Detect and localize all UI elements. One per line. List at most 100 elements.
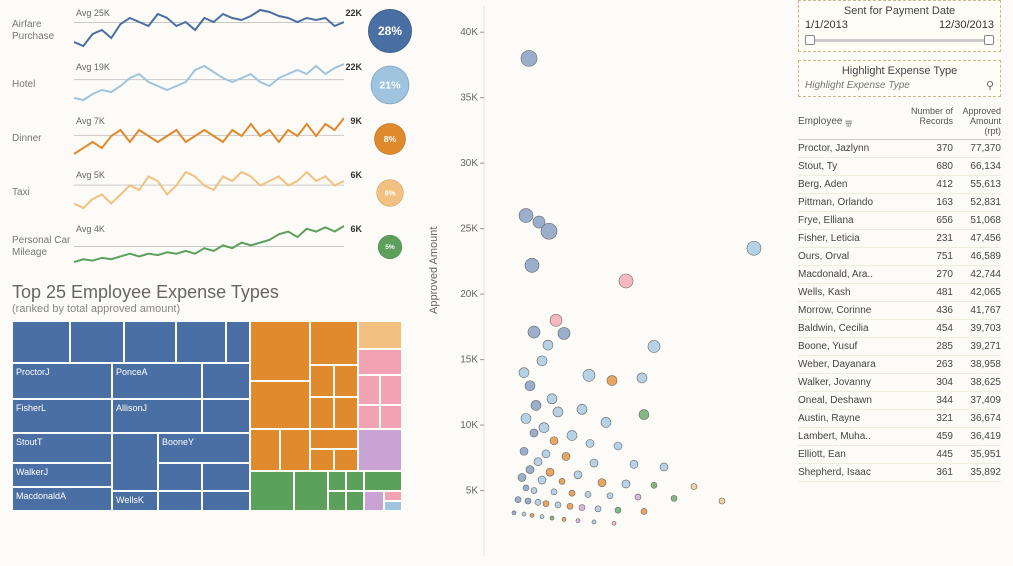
treemap-cell[interactable] [226, 321, 250, 363]
scatter-point[interactable] [595, 506, 601, 512]
treemap-cell[interactable] [202, 463, 250, 491]
spark-row[interactable]: Airfare PurchaseAvg 25K22K28% [12, 4, 412, 58]
scatter-point[interactable] [641, 508, 647, 514]
scatter-point[interactable] [592, 520, 596, 524]
scatter-point[interactable] [569, 490, 575, 496]
scatter-point[interactable] [567, 503, 573, 509]
scatter-point[interactable] [521, 50, 537, 66]
scatter-point[interactable] [518, 473, 526, 481]
treemap-cell[interactable] [358, 429, 402, 471]
treemap-cell[interactable] [346, 471, 364, 491]
table-row[interactable]: Austin, Rayne32136,674 [798, 410, 1001, 428]
treemap-cell[interactable] [334, 449, 358, 471]
scatter-point[interactable] [531, 488, 537, 494]
scatter-point[interactable] [546, 468, 554, 476]
treemap-cell[interactable] [70, 321, 124, 363]
table-row[interactable]: Weber, Dayanara26338,958 [798, 356, 1001, 374]
scatter-point[interactable] [651, 482, 657, 488]
scatter-point[interactable] [551, 489, 557, 495]
scatter-point[interactable] [525, 381, 535, 391]
treemap-cell[interactable] [334, 365, 358, 397]
scatter-point[interactable] [522, 512, 526, 516]
scatter-point[interactable] [539, 423, 549, 433]
table-row[interactable]: Pittman, Orlando16352,831 [798, 194, 1001, 212]
scatter-point[interactable] [635, 494, 641, 500]
scatter-point[interactable] [579, 505, 585, 511]
treemap-cell[interactable] [12, 321, 70, 363]
scatter-point[interactable] [607, 493, 613, 499]
scatter-point[interactable] [639, 410, 649, 420]
scatter-point[interactable] [550, 314, 562, 326]
scatter-point[interactable] [530, 429, 538, 437]
treemap-cell[interactable] [158, 463, 202, 491]
scatter-point[interactable] [558, 327, 570, 339]
scatter-point[interactable] [542, 450, 550, 458]
spark-row[interactable]: DinnerAvg 7K9K8% [12, 112, 412, 166]
scatter-point[interactable] [691, 484, 697, 490]
scatter-point[interactable] [747, 241, 761, 255]
treemap-cell[interactable] [176, 321, 226, 363]
spark-row[interactable]: HotelAvg 19K22K21% [12, 58, 412, 112]
scatter-point[interactable] [585, 491, 591, 497]
treemap-cell[interactable] [364, 491, 384, 511]
scatter-point[interactable] [619, 274, 633, 288]
treemap-cell[interactable] [358, 349, 402, 375]
scatter-point[interactable] [562, 517, 566, 521]
scatter-point[interactable] [534, 458, 542, 466]
scatter-point[interactable] [535, 499, 541, 505]
scatter-point[interactable] [622, 480, 630, 488]
treemap-cell[interactable] [384, 491, 402, 501]
table-row[interactable]: Shepherd, Isaac36135,892 [798, 464, 1001, 482]
treemap[interactable]: ProctorJPonceAFisherLAllisonJStoutTBoone… [12, 321, 402, 511]
scatter-point[interactable] [648, 340, 660, 352]
treemap-cell[interactable] [384, 501, 402, 511]
treemap-cell[interactable]: StoutT [12, 433, 112, 463]
scatter-point[interactable] [530, 513, 534, 517]
scatter-point[interactable] [520, 447, 528, 455]
scatter-point[interactable] [537, 356, 547, 366]
table-row[interactable]: Morrow, Corinne43641,767 [798, 302, 1001, 320]
treemap-cell[interactable]: AllisonJ [112, 399, 202, 433]
treemap-cell[interactable] [328, 471, 346, 491]
scatter-point[interactable] [562, 452, 570, 460]
treemap-cell[interactable]: BooneY [158, 433, 250, 463]
table-row[interactable]: Berg, Aden41255,613 [798, 176, 1001, 194]
scatter-point[interactable] [559, 478, 565, 484]
scatter-point[interactable] [598, 479, 606, 487]
scatter-point[interactable] [601, 417, 611, 427]
scatter-point[interactable] [671, 495, 677, 501]
table-row[interactable]: Proctor, Jazlynn37077,370 [798, 140, 1001, 158]
treemap-cell[interactable] [346, 491, 364, 511]
scatter-point[interactable] [614, 442, 622, 450]
treemap-cell[interactable] [202, 491, 250, 511]
treemap-cell[interactable] [380, 405, 402, 429]
search-icon[interactable]: ⚲ [986, 79, 994, 92]
scatter-point[interactable] [531, 400, 541, 410]
scatter-point[interactable] [607, 376, 617, 386]
treemap-cell[interactable] [158, 491, 202, 511]
treemap-cell[interactable]: WalkerJ [12, 463, 112, 487]
scatter-point[interactable] [576, 519, 580, 523]
scatter-point[interactable] [590, 459, 598, 467]
treemap-cell[interactable] [112, 433, 158, 491]
table-row[interactable]: Oneal, Deshawn34437,409 [798, 392, 1001, 410]
table-row[interactable]: Lambert, Muha..45936,419 [798, 428, 1001, 446]
table-row[interactable]: Fisher, Leticia23147,456 [798, 230, 1001, 248]
table-row[interactable]: Wells, Kash48142,065 [798, 284, 1001, 302]
scatter-point[interactable] [543, 340, 553, 350]
treemap-cell[interactable] [250, 429, 280, 471]
treemap-cell[interactable] [202, 399, 250, 433]
highlight-input[interactable] [805, 80, 982, 91]
scatter-point[interactable] [550, 437, 558, 445]
treemap-cell[interactable] [334, 397, 358, 429]
scatter-point[interactable] [630, 460, 638, 468]
scatter-point[interactable] [660, 463, 668, 471]
scatter-point[interactable] [523, 485, 529, 491]
table-row[interactable]: Macdonald, Ara..27042,744 [798, 266, 1001, 284]
treemap-cell[interactable] [124, 321, 176, 363]
treemap-cell[interactable] [294, 471, 328, 511]
scatter-point[interactable] [538, 476, 546, 484]
scatter-point[interactable] [612, 521, 616, 525]
treemap-cell[interactable]: FisherL [12, 399, 112, 433]
scatter-point[interactable] [525, 498, 531, 504]
